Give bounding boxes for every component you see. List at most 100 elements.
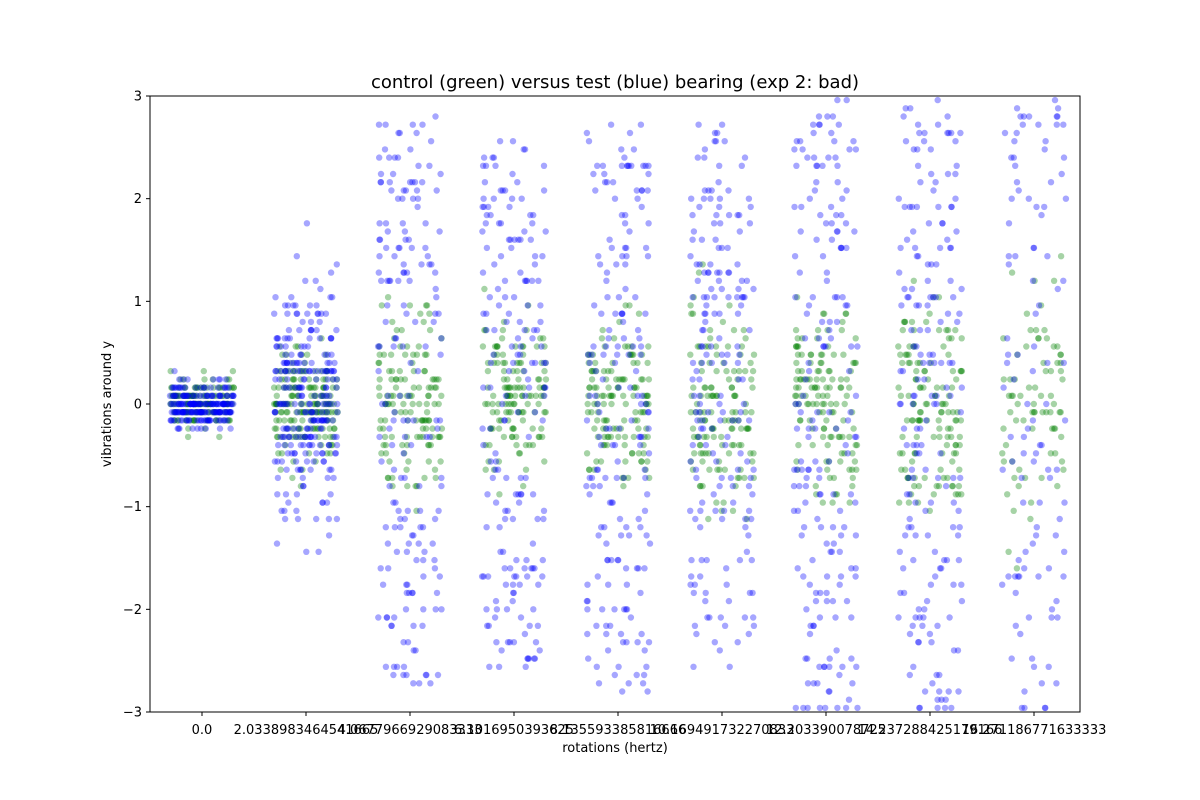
test-point <box>697 524 704 531</box>
control-point <box>273 400 280 408</box>
test-point <box>413 556 420 564</box>
test-point <box>926 351 933 358</box>
control-point <box>795 441 802 449</box>
test-point <box>409 589 416 597</box>
test-point <box>703 294 711 301</box>
test-point <box>643 532 650 539</box>
test-point <box>1017 630 1024 638</box>
control-point <box>915 417 922 424</box>
control-point <box>490 359 498 367</box>
control-point <box>500 367 508 375</box>
test-point <box>908 524 915 531</box>
test-point <box>642 162 649 169</box>
control-point <box>802 392 809 399</box>
test-point <box>585 655 592 662</box>
test-point <box>796 482 803 490</box>
test-point <box>608 499 615 506</box>
control-point <box>624 343 632 350</box>
y-tick-label: 3 <box>134 90 142 105</box>
test-point <box>911 392 918 399</box>
control-point <box>591 384 598 391</box>
control-point <box>282 400 289 408</box>
control-point <box>817 359 824 367</box>
control-point <box>625 474 632 482</box>
control-point <box>792 343 800 350</box>
test-point <box>836 671 843 679</box>
test-point <box>216 417 223 424</box>
test-point <box>718 121 726 128</box>
control-point <box>202 400 209 408</box>
control-point <box>299 367 306 375</box>
test-point <box>534 622 542 629</box>
test-point <box>915 639 922 646</box>
test-point <box>746 589 754 597</box>
control-point <box>435 433 442 441</box>
test-point <box>487 425 494 432</box>
test-point <box>900 589 908 597</box>
test-point <box>320 458 328 465</box>
test-point <box>174 425 181 432</box>
control-point <box>511 384 518 391</box>
test-point <box>742 515 749 523</box>
test-point <box>374 343 382 350</box>
control-point <box>1027 515 1034 523</box>
control-point <box>504 392 511 399</box>
test-point <box>198 409 205 416</box>
test-point <box>604 556 611 564</box>
test-point <box>945 129 952 137</box>
test-point <box>532 639 540 646</box>
test-point <box>950 581 957 588</box>
test-point <box>318 425 325 432</box>
control-point <box>426 326 434 334</box>
test-point <box>182 400 189 408</box>
control-point <box>1056 409 1063 416</box>
control-point <box>183 417 190 424</box>
test-point <box>800 573 807 580</box>
control-point <box>283 400 291 408</box>
test-point <box>505 236 513 243</box>
test-point <box>322 384 330 391</box>
test-point <box>327 269 335 276</box>
test-point <box>200 392 207 399</box>
test-point <box>495 302 503 309</box>
test-point <box>614 458 621 465</box>
control-point <box>529 441 537 449</box>
test-point <box>1008 154 1015 161</box>
control-point <box>1017 392 1024 399</box>
test-point <box>844 450 851 457</box>
control-point <box>204 417 211 424</box>
test-point <box>826 688 833 695</box>
test-point <box>718 244 726 252</box>
control-point <box>193 409 200 416</box>
control-point <box>292 433 299 441</box>
control-point <box>290 367 297 375</box>
control-point <box>911 450 919 457</box>
test-point <box>493 639 500 646</box>
test-point <box>700 195 708 202</box>
control-point <box>923 400 931 408</box>
control-point <box>583 450 591 457</box>
test-point <box>912 614 919 621</box>
control-point <box>842 310 850 317</box>
test-point <box>432 285 439 293</box>
control-point <box>713 392 720 399</box>
test-point <box>595 532 602 539</box>
test-point <box>503 474 510 482</box>
control-point <box>837 384 844 391</box>
test-point <box>438 482 445 490</box>
test-point <box>916 450 923 457</box>
control-point <box>182 417 189 424</box>
control-point <box>529 425 536 432</box>
test-point <box>931 400 938 408</box>
test-point <box>958 384 965 391</box>
test-point <box>185 417 192 424</box>
control-point <box>276 417 283 424</box>
test-point <box>1047 179 1055 186</box>
test-point <box>538 343 545 350</box>
test-point <box>283 384 290 391</box>
test-point <box>225 384 232 391</box>
test-point <box>221 400 228 408</box>
control-point <box>594 417 601 424</box>
control-point <box>819 499 826 506</box>
test-point <box>402 236 409 243</box>
